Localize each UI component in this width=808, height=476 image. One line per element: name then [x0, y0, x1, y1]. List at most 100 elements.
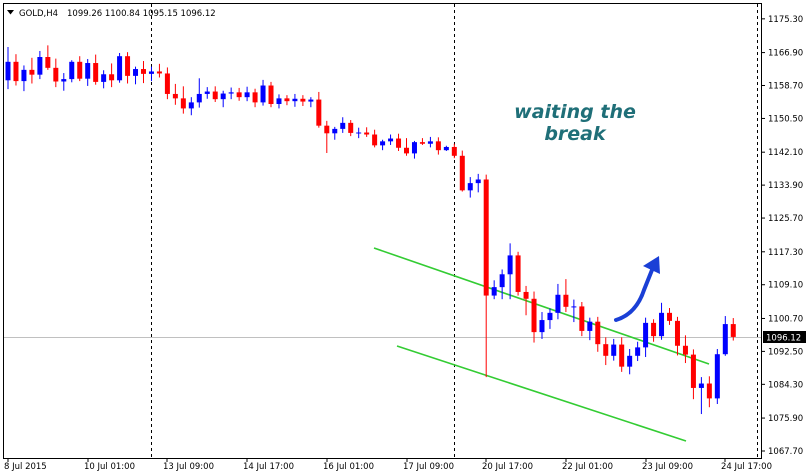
- candle[interactable]: [539, 312, 545, 339]
- candle[interactable]: [706, 376, 712, 408]
- candle[interactable]: [643, 317, 649, 358]
- candle[interactable]: [722, 316, 728, 356]
- candle[interactable]: [507, 243, 513, 300]
- candle[interactable]: [443, 145, 449, 151]
- candle[interactable]: [125, 52, 131, 84]
- candle[interactable]: [340, 117, 346, 133]
- candle[interactable]: [388, 134, 394, 145]
- candle[interactable]: [252, 88, 258, 108]
- candle[interactable]: [77, 56, 83, 82]
- candle[interactable]: [627, 348, 633, 375]
- candle[interactable]: [196, 78, 202, 108]
- candle[interactable]: [316, 91, 322, 128]
- candle[interactable]: [667, 308, 673, 325]
- candle[interactable]: [587, 317, 593, 341]
- candle[interactable]: [419, 138, 425, 145]
- candle[interactable]: [93, 54, 99, 85]
- candle[interactable]: [451, 143, 457, 159]
- candle[interactable]: [499, 269, 505, 300]
- channel-upper-line[interactable]: [373, 247, 710, 365]
- candle[interactable]: [714, 348, 720, 405]
- candle[interactable]: [21, 65, 27, 92]
- candle[interactable]: [531, 291, 537, 343]
- candle[interactable]: [332, 126, 338, 140]
- candle[interactable]: [260, 79, 266, 106]
- candle[interactable]: [571, 299, 577, 323]
- candle[interactable]: [523, 285, 529, 316]
- candle[interactable]: [236, 87, 242, 101]
- candle[interactable]: [188, 97, 194, 116]
- candle[interactable]: [53, 58, 59, 88]
- candle[interactable]: [324, 120, 330, 153]
- candle[interactable]: [595, 316, 601, 352]
- candle-body: [507, 255, 513, 275]
- candle[interactable]: [380, 139, 386, 151]
- curved-up-arrow-icon[interactable]: [614, 256, 660, 322]
- candle[interactable]: [5, 46, 11, 90]
- candle[interactable]: [13, 54, 19, 86]
- candle[interactable]: [459, 150, 465, 192]
- candle[interactable]: [172, 83, 178, 105]
- candle[interactable]: [109, 63, 115, 88]
- candle[interactable]: [300, 95, 306, 106]
- candle[interactable]: [651, 319, 657, 342]
- candle[interactable]: [212, 86, 218, 102]
- candle[interactable]: [491, 280, 497, 300]
- candle[interactable]: [284, 95, 290, 106]
- candle[interactable]: [396, 133, 402, 151]
- candle[interactable]: [45, 45, 51, 70]
- candle[interactable]: [547, 308, 553, 329]
- candle[interactable]: [276, 94, 282, 109]
- candle[interactable]: [85, 59, 91, 86]
- candle[interactable]: [308, 97, 314, 108]
- candle[interactable]: [659, 302, 665, 340]
- candle-body: [125, 56, 131, 76]
- triangle-down-icon[interactable]: [7, 10, 14, 15]
- candle[interactable]: [228, 87, 234, 100]
- candle[interactable]: [61, 73, 67, 91]
- candle[interactable]: [372, 129, 378, 148]
- candle[interactable]: [515, 251, 521, 296]
- candle[interactable]: [483, 174, 489, 378]
- candle[interactable]: [563, 279, 569, 313]
- candle[interactable]: [268, 81, 274, 108]
- candle[interactable]: [690, 349, 696, 400]
- candle[interactable]: [133, 66, 139, 85]
- candle[interactable]: [244, 86, 250, 102]
- candle[interactable]: [164, 67, 170, 100]
- candle[interactable]: [29, 57, 35, 84]
- candle[interactable]: [611, 338, 617, 361]
- channel-lower-line[interactable]: [396, 345, 687, 442]
- candle[interactable]: [117, 52, 123, 83]
- candle[interactable]: [156, 63, 162, 78]
- candle[interactable]: [148, 66, 154, 82]
- candle[interactable]: [404, 138, 409, 156]
- candle[interactable]: [364, 127, 370, 137]
- candle[interactable]: [348, 120, 354, 137]
- candle[interactable]: [603, 337, 609, 366]
- candle[interactable]: [698, 377, 704, 415]
- candle[interactable]: [682, 335, 688, 364]
- candle[interactable]: [101, 70, 107, 89]
- candle[interactable]: [220, 90, 226, 108]
- candle[interactable]: [37, 50, 43, 80]
- candle[interactable]: [292, 93, 298, 107]
- trend-channel[interactable]: [373, 247, 710, 442]
- candle[interactable]: [674, 316, 680, 356]
- candle[interactable]: [475, 173, 481, 193]
- candle[interactable]: [579, 301, 585, 337]
- candle[interactable]: [619, 337, 625, 372]
- candle[interactable]: [730, 318, 736, 341]
- candle[interactable]: [204, 87, 210, 99]
- candle[interactable]: [467, 177, 473, 198]
- candle[interactable]: [427, 136, 433, 148]
- candle[interactable]: [435, 137, 441, 155]
- candle[interactable]: [356, 127, 362, 139]
- candle[interactable]: [140, 61, 146, 84]
- candle[interactable]: [411, 140, 417, 159]
- candle[interactable]: [69, 60, 75, 83]
- candle[interactable]: [555, 283, 561, 320]
- candle[interactable]: [180, 86, 186, 114]
- candle[interactable]: [635, 341, 641, 362]
